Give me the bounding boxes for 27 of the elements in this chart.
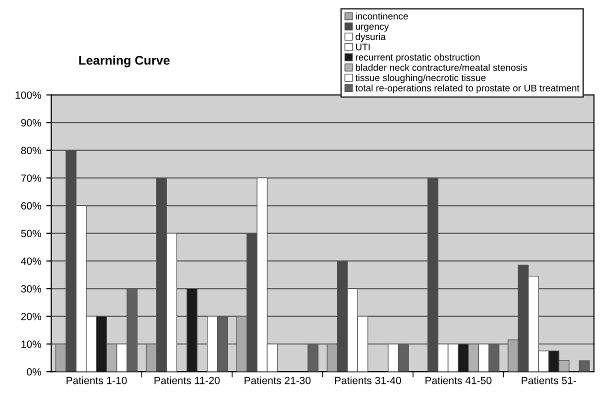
x-tick-label: Patients 51- <box>522 376 576 384</box>
y-tick-label: 50% <box>21 230 42 238</box>
legend-label: UTI <box>356 44 370 50</box>
bar <box>578 360 590 372</box>
y-tick-label: 30% <box>21 285 42 293</box>
legend-label: bladder neck contracture/meatal stenosis <box>356 64 528 71</box>
x-tick-label: Patients 11-20 <box>154 376 220 384</box>
y-tick-label: 80% <box>21 146 42 154</box>
x-tick-label: Patients 41-50 <box>426 376 492 384</box>
legend-label: urgency <box>356 24 389 32</box>
legend-label: recurrent prostatic obstruction <box>356 54 480 62</box>
chart-title: Learning Curve <box>79 56 170 68</box>
y-tick-label: 40% <box>20 257 42 265</box>
y-tick-label: 10% <box>21 340 42 348</box>
y-tick-label: 0% <box>26 368 42 376</box>
y-tick-label: 100% <box>16 91 42 99</box>
legend-label: dysuria <box>356 33 386 42</box>
y-tick-label: 20% <box>21 312 42 320</box>
y-tick-label: 90% <box>21 119 42 126</box>
x-tick-label: Patients 21-30 <box>244 376 311 384</box>
y-tick-label: 70% <box>21 174 42 182</box>
legend-label: total re-operations related to prostate or UB treatment <box>355 84 580 94</box>
legend-label: incontinence <box>356 12 408 20</box>
legend-label: tissue sloughing/necrotic tissue <box>355 74 486 84</box>
x-tick-label: Patients 1-10 <box>66 376 127 384</box>
y-tick-label: 60% <box>21 202 42 210</box>
x-tick-label: Patients 31-40 <box>335 376 402 384</box>
